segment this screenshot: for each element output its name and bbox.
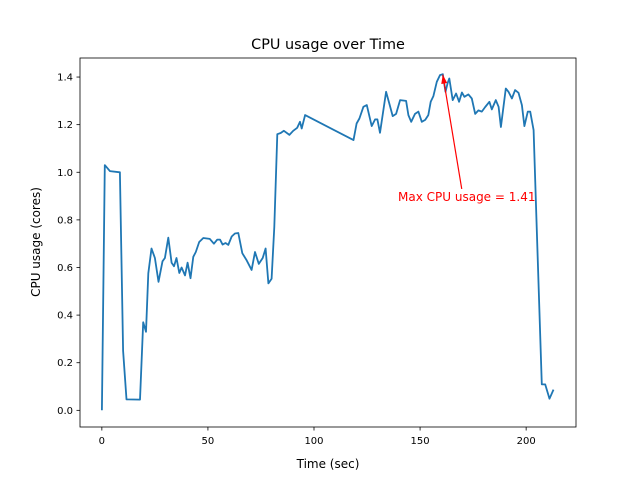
x-tick-label: 50 — [202, 436, 215, 447]
y-tick-label: 1.4 — [57, 73, 73, 84]
axes-frame — [79, 57, 577, 428]
chart-title: CPU usage over Time — [251, 37, 405, 53]
annotation-arrowhead — [441, 74, 448, 85]
x-tick-label: 150 — [411, 436, 430, 447]
annotation-arrow — [442, 74, 463, 190]
y-axis-label: CPU usage (cores) — [29, 187, 43, 297]
x-tick-label: 200 — [517, 436, 536, 447]
x-axis-label: Time (sec) — [296, 457, 360, 471]
y-tick-label: 0.6 — [57, 263, 73, 274]
y-tick-label: 0.4 — [57, 311, 73, 322]
y-tick-label: 0.8 — [57, 215, 73, 226]
y-tick-label: 0.0 — [57, 406, 73, 417]
y-tick-label: 1.2 — [57, 120, 73, 131]
y-tick-label: 1.0 — [57, 168, 73, 179]
x-tick-label: 100 — [304, 436, 323, 447]
annotation-text: Max CPU usage = 1.41 — [398, 190, 535, 204]
x-tick-label: 0 — [99, 436, 105, 447]
series-line — [101, 73, 555, 411]
y-tick-label: 0.2 — [57, 358, 73, 369]
max-annotation: Max CPU usage = 1.41 — [398, 74, 535, 204]
